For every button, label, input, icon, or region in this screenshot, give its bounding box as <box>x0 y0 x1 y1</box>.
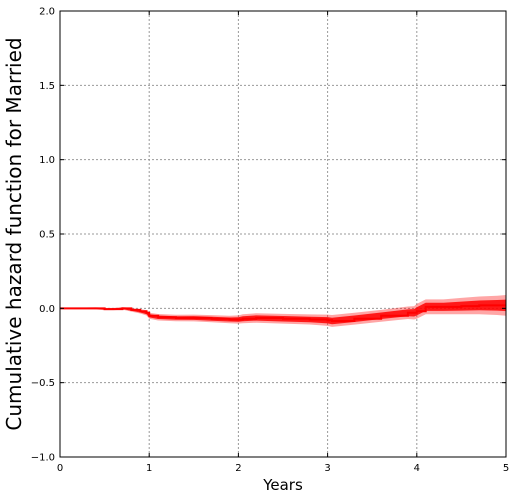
y-tick-label: 2.0 <box>39 7 55 18</box>
plot-background <box>60 11 506 457</box>
ticks <box>59 10 507 458</box>
x-tick-label: 4 <box>414 463 420 474</box>
y-tick-label: −1.0 <box>31 453 55 464</box>
x-tick-label: 1 <box>146 463 152 474</box>
y-tick-label: 0.5 <box>39 230 55 241</box>
x-tick-label: 0 <box>57 463 63 474</box>
y-tick-label: 1.0 <box>39 155 55 166</box>
tick-labels: 0 1 2 3 4 5 −1.0 −0.5 0.0 0.5 1.0 1.5 2.0 <box>31 7 509 475</box>
series-group <box>60 294 506 327</box>
x-tick-label: 5 <box>503 463 509 474</box>
y-tick-label: 1.5 <box>39 81 55 92</box>
y-axis-title: Cumulative hazard function for Married <box>2 37 26 430</box>
x-axis-title: Years <box>262 476 303 494</box>
y-tick-label: 0.0 <box>39 304 55 315</box>
y-tick-label: −0.5 <box>31 378 55 389</box>
x-tick-label: 3 <box>324 463 330 474</box>
hazard-line <box>60 304 506 322</box>
x-tick-label: 2 <box>235 463 241 474</box>
